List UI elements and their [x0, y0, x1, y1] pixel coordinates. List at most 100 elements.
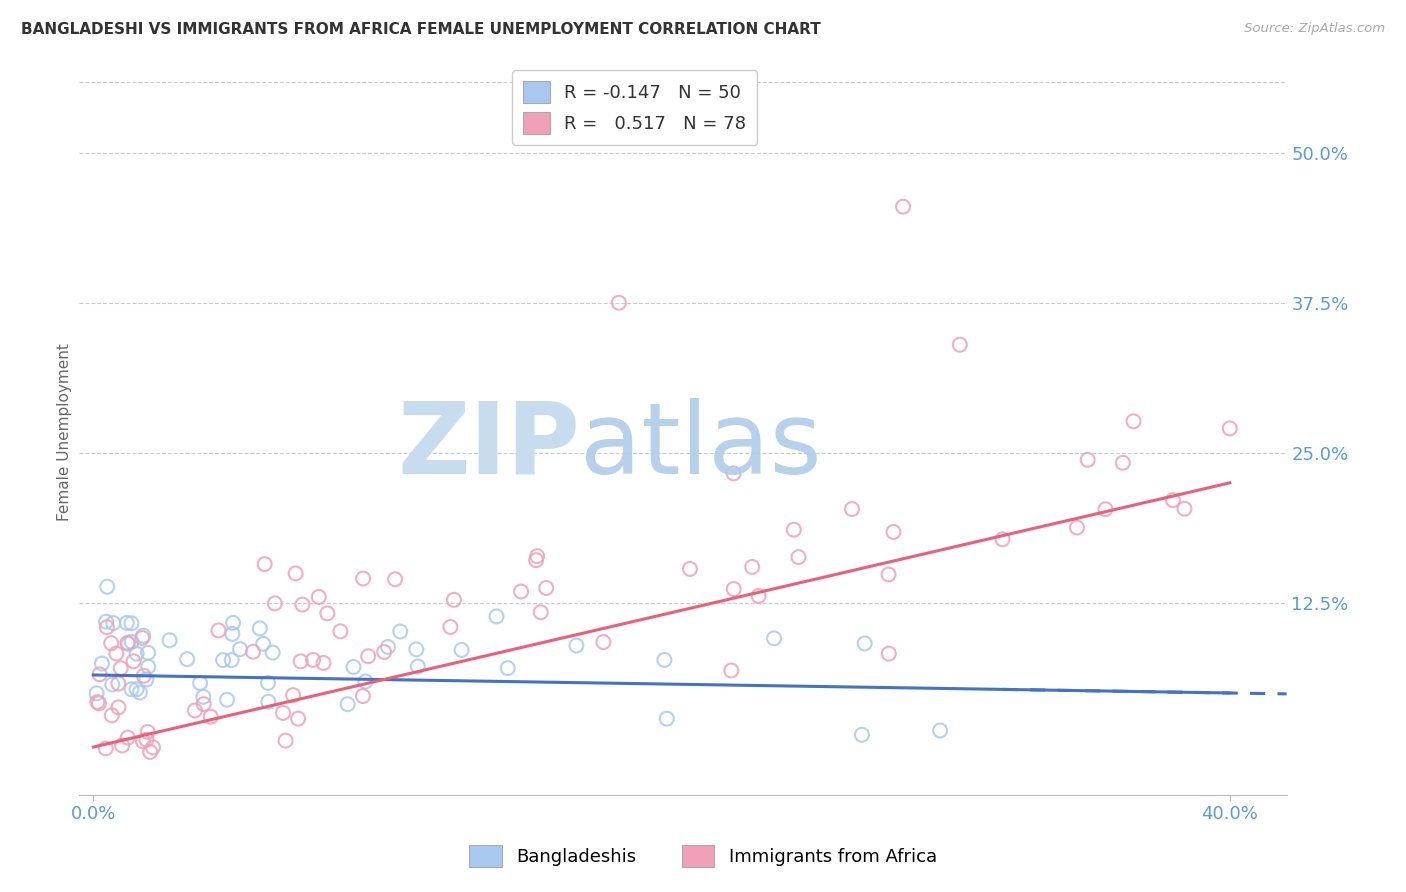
Point [877, 647, 900, 661]
Point [312, 656, 335, 670]
Point [287, 712, 309, 726]
Point [101, 708, 124, 723]
Point [212, 653, 235, 667]
Point [405, 642, 427, 657]
Point [229, 642, 252, 657]
Point [117, 731, 139, 745]
Point [110, 661, 132, 675]
Text: BANGLADESHI VS IMMIGRANTS FROM AFRICA FEMALE UNEMPLOYMENT CORRELATION CHART: BANGLADESHI VS IMMIGRANTS FROM AFRICA FE… [21, 22, 821, 37]
Point [242, 645, 264, 659]
Point [193, 697, 215, 711]
Point [741, 560, 763, 574]
Point [891, 200, 914, 214]
Point [131, 631, 153, 645]
Point [221, 653, 243, 667]
Point [1094, 502, 1116, 516]
Point [373, 645, 395, 659]
Point [176, 652, 198, 666]
Point [90, 657, 112, 671]
Point [748, 589, 770, 603]
Point [101, 677, 124, 691]
Point [135, 732, 157, 747]
Point [485, 609, 508, 624]
Point [592, 635, 614, 649]
Point [257, 676, 280, 690]
Point [510, 584, 533, 599]
Point [271, 706, 294, 720]
Point [607, 295, 630, 310]
Point [284, 566, 307, 581]
Point [720, 664, 742, 678]
Point [763, 632, 786, 646]
Point [184, 703, 207, 717]
Point [853, 636, 876, 650]
Point [336, 697, 359, 711]
Point [139, 745, 162, 759]
Point [352, 689, 374, 703]
Point [120, 616, 142, 631]
Point [679, 562, 702, 576]
Point [221, 627, 243, 641]
Point [132, 629, 155, 643]
Point [117, 636, 139, 650]
Point [207, 624, 229, 638]
Point [281, 688, 304, 702]
Point [526, 549, 548, 563]
Point [86, 695, 108, 709]
Point [122, 654, 145, 668]
Point [262, 646, 284, 660]
Point [132, 734, 155, 748]
Point [107, 700, 129, 714]
Point [193, 690, 215, 704]
Point [100, 636, 122, 650]
Point [654, 653, 676, 667]
Point [929, 723, 952, 738]
Point [877, 567, 900, 582]
Point [949, 337, 972, 351]
Point [1161, 493, 1184, 508]
Point [496, 661, 519, 675]
Point [406, 659, 429, 673]
Point [200, 710, 222, 724]
Point [783, 523, 806, 537]
Y-axis label: Female Unemployment: Female Unemployment [58, 343, 72, 521]
Point [87, 696, 110, 710]
Point [530, 605, 553, 619]
Point [536, 581, 558, 595]
Point [274, 733, 297, 747]
Point [159, 633, 181, 648]
Point [991, 533, 1014, 547]
Point [121, 635, 143, 649]
Point [94, 615, 117, 629]
Point [115, 615, 138, 630]
Point [841, 502, 863, 516]
Point [291, 598, 314, 612]
Point [111, 739, 134, 753]
Legend: Bangladeshis, Immigrants from Africa: Bangladeshis, Immigrants from Africa [463, 838, 943, 874]
Text: ZIP: ZIP [398, 398, 581, 495]
Point [1077, 452, 1099, 467]
Point [136, 646, 159, 660]
Point [352, 572, 374, 586]
Point [851, 728, 873, 742]
Point [117, 637, 139, 651]
Point [354, 674, 377, 689]
Point [107, 676, 129, 690]
Point [357, 649, 380, 664]
Point [249, 621, 271, 635]
Point [882, 524, 904, 539]
Point [96, 580, 118, 594]
Point [389, 624, 412, 639]
Point [125, 647, 148, 661]
Point [439, 620, 461, 634]
Point [105, 647, 128, 661]
Point [252, 637, 274, 651]
Point [135, 673, 157, 687]
Point [723, 582, 745, 596]
Point [1219, 421, 1241, 435]
Point [89, 667, 111, 681]
Point [257, 695, 280, 709]
Point [125, 682, 148, 697]
Point [302, 653, 325, 667]
Point [120, 682, 142, 697]
